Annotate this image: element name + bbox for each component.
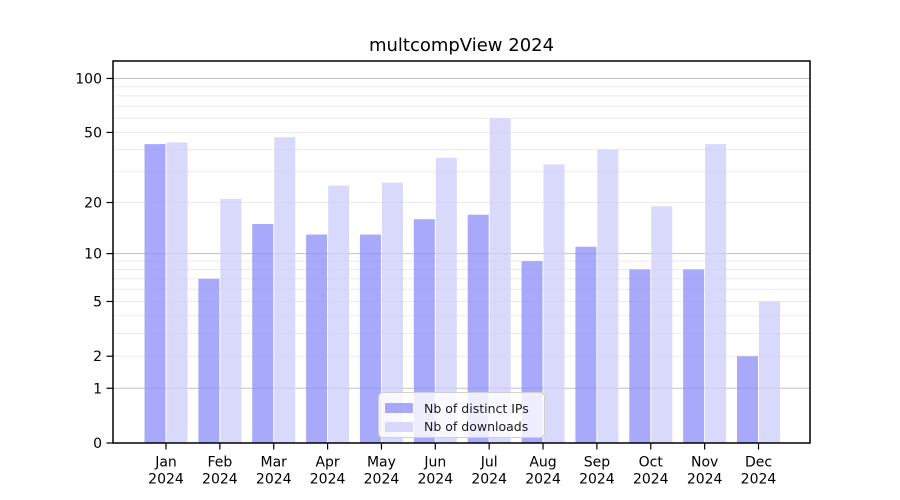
bar-sep-downloads (597, 149, 619, 443)
bar-oct-distinct-ips (629, 269, 651, 443)
x-tick-label-month-jan: Jan (154, 455, 177, 471)
legend-item-distinct-ips: Nb of distinct IPs (385, 400, 538, 417)
bar-may-distinct-ips (359, 234, 381, 443)
bar-apr-downloads (328, 185, 350, 443)
y-tick-label-1: 1 (93, 381, 102, 397)
x-tick-label-month-mar: Mar (261, 455, 288, 471)
legend-item-downloads: Nb of downloads (385, 418, 538, 435)
x-tick-label-month-feb: Feb (207, 455, 232, 471)
bar-dec-downloads (759, 301, 780, 443)
x-tick-label-year-may: 2024 (364, 472, 400, 488)
x-tick-label-year-feb: 2024 (202, 472, 238, 488)
x-tick-label-month-sep: Sep (584, 455, 611, 471)
bar-feb-distinct-ips (198, 278, 220, 443)
bar-may-downloads (381, 182, 403, 443)
bar-jun-downloads (435, 157, 457, 443)
bar-mar-downloads (274, 137, 296, 444)
x-tick-label-year-nov: 2024 (687, 472, 723, 488)
x-tick-label-year-aug: 2024 (525, 472, 561, 488)
y-tick-label-50: 50 (84, 125, 102, 141)
x-tick-label-month-aug: Aug (529, 455, 556, 471)
x-tick-label-month-jul: Jul (480, 455, 498, 471)
x-tick-label-year-jul: 2024 (471, 472, 507, 488)
x-tick-label-year-sep: 2024 (579, 472, 615, 488)
x-tick-label-month-oct: Oct (639, 455, 664, 471)
x-tick-label-month-dec: Dec (745, 455, 772, 471)
x-tick-label-year-jan: 2024 (148, 472, 184, 488)
legend-label-distinct-ips: Nb of distinct IPs (424, 400, 529, 416)
bar-apr-distinct-ips (306, 234, 328, 443)
x-tick-label-month-nov: Nov (691, 455, 718, 471)
plot-border (112, 60, 811, 444)
x-tick-label-year-apr: 2024 (310, 472, 346, 488)
bar-feb-downloads (220, 198, 242, 443)
bar-aug-downloads (543, 164, 565, 444)
legend-swatch-distinct-ips-icon (385, 403, 413, 414)
y-tick-label-0: 0 (93, 436, 102, 452)
bar-jul-distinct-ips (467, 214, 489, 443)
bar-jul-downloads (489, 118, 511, 443)
bar-jun-distinct-ips (413, 219, 435, 443)
bar-jan-downloads (166, 142, 188, 444)
x-tick-label-year-mar: 2024 (256, 472, 292, 488)
bar-oct-downloads (651, 206, 673, 443)
x-tick-label-month-may: May (367, 455, 396, 471)
y-tick-label-20: 20 (84, 196, 102, 212)
bar-nov-distinct-ips (683, 269, 705, 443)
x-tick-label-month-jun: Jun (423, 455, 446, 471)
y-tick-label-2: 2 (93, 349, 102, 365)
y-tick-label-10: 10 (84, 247, 102, 263)
bar-dec-distinct-ips (737, 356, 758, 443)
legend: Nb of distinct IPs Nb of downloads (378, 392, 545, 438)
bar-jan-distinct-ips (144, 144, 166, 443)
bar-mar-distinct-ips (252, 224, 274, 443)
legend-swatch-downloads-icon (385, 421, 413, 432)
x-tick-label-month-apr: Apr (315, 455, 339, 471)
x-tick-label-year-oct: 2024 (633, 472, 669, 488)
y-tick-label-100: 100 (75, 71, 102, 87)
x-tick-label-year-dec: 2024 (741, 472, 777, 488)
y-tick-label-5: 5 (93, 294, 102, 310)
chart-title: multcompView 2024 (368, 35, 555, 56)
x-tick-label-year-jun: 2024 (417, 472, 453, 488)
bar-nov-downloads (705, 144, 727, 443)
legend-label-downloads: Nb of downloads (424, 419, 529, 435)
bar-sep-distinct-ips (575, 246, 597, 443)
